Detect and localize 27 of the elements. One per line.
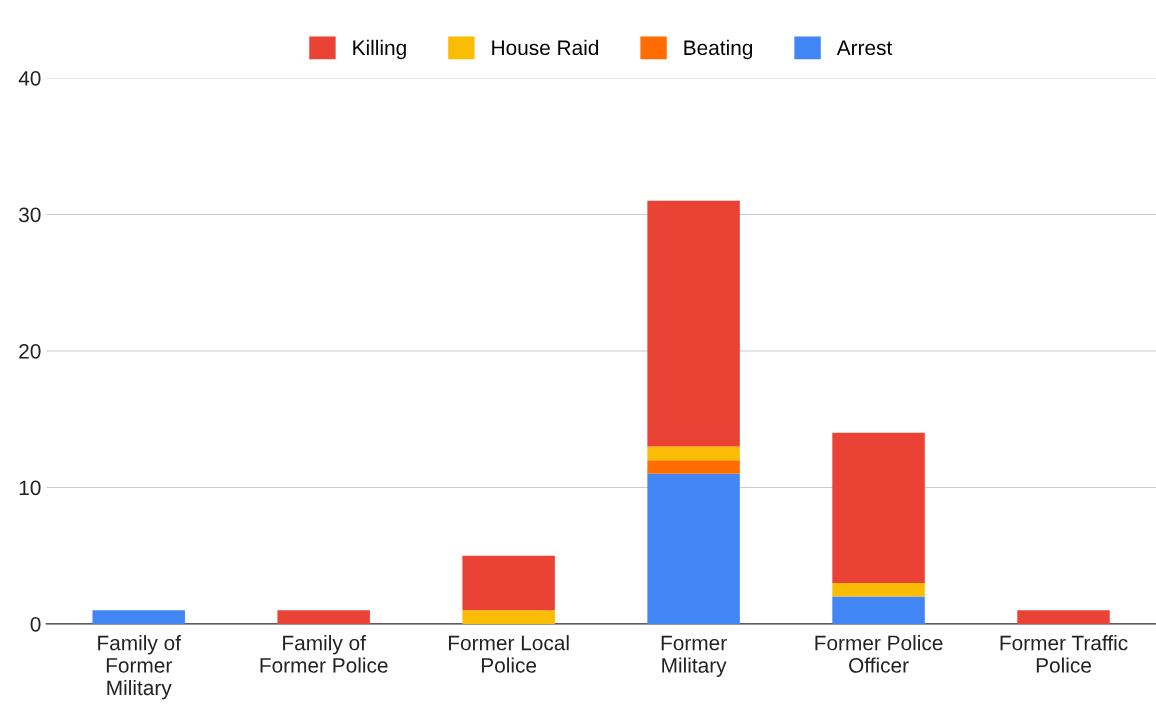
bar xyxy=(647,460,740,474)
y-tick-label: 10 xyxy=(19,480,41,496)
bar xyxy=(277,610,370,624)
bar xyxy=(462,610,555,624)
legend-label: Killing xyxy=(353,39,406,60)
x-tick-label: Family of Former Police xyxy=(260,635,388,673)
y-tick-label: 40 xyxy=(18,70,41,86)
bar xyxy=(832,582,925,597)
legend-label: Arrest xyxy=(836,40,893,56)
bar xyxy=(92,610,185,624)
x-tick-label: Former Local Police xyxy=(448,635,569,673)
x-tick-label: Former Traffic Police xyxy=(1000,635,1128,673)
legend-label: House Raid xyxy=(492,39,599,56)
bar xyxy=(832,596,925,624)
bar xyxy=(647,473,740,624)
bar xyxy=(647,200,740,447)
x-tick-label: Family of Former Military xyxy=(98,635,182,700)
y-tick-label: 30 xyxy=(19,207,41,223)
y-tick-label: 20 xyxy=(19,343,41,359)
legend-label: Beating xyxy=(684,39,753,60)
bar xyxy=(832,432,925,583)
bar xyxy=(462,555,555,611)
y-tick-label: 0 xyxy=(30,616,41,632)
bar xyxy=(1017,610,1110,624)
bar xyxy=(647,446,740,461)
x-tick-label: Former Military xyxy=(661,635,727,677)
x-tick-label: Former Police Officer xyxy=(815,635,943,673)
